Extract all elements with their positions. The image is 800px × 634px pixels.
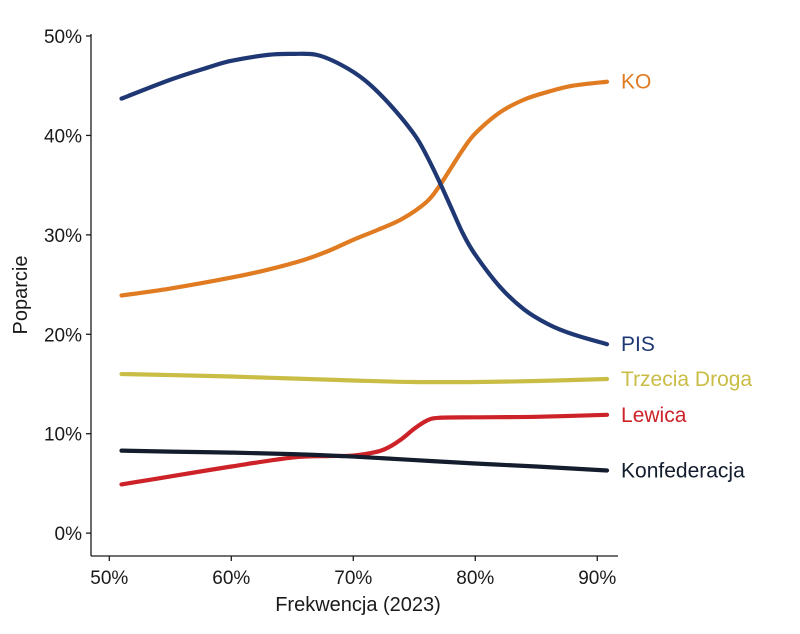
series-lines <box>119 51 610 487</box>
x-tick-label: 60% <box>212 568 250 589</box>
y-tick-label: 0% <box>55 524 83 545</box>
x-tick-label: 50% <box>90 568 128 589</box>
series-label-lewica: Lewica <box>621 404 687 427</box>
series-labels: KO PIS Trzecia Droga Lewica Konfederacja <box>621 71 752 483</box>
y-tick-label: 50% <box>44 27 82 48</box>
series-label-pis: PIS <box>621 333 655 356</box>
y-tick-label: 20% <box>44 325 82 346</box>
series-label-konfederacja: Konfederacja <box>621 459 745 482</box>
series-line-konfederacja <box>119 448 610 473</box>
series-line-ko <box>119 79 610 298</box>
plot-area: 0% 10% 20% 30% 40% 50% 50% 60% 70% 80% 90% KO PIS T… <box>44 27 752 589</box>
series-line-pis <box>119 51 610 347</box>
y-tick-label: 30% <box>44 226 82 247</box>
x-axis-title: Frekwencja (2023) <box>275 594 441 616</box>
x-tick-label: 70% <box>334 568 372 589</box>
series-line-trzecia-droga <box>119 371 610 385</box>
series-label-trzecia-droga: Trzecia Droga <box>621 368 752 391</box>
y-tick-label: 40% <box>44 126 82 147</box>
y-axis-title: Poparcie <box>10 256 32 335</box>
y-axis-ticks: 0% 10% 20% 30% 40% 50% <box>44 27 91 545</box>
series-label-ko: KO <box>621 71 651 94</box>
x-tick-label: 90% <box>578 568 616 589</box>
x-tick-label: 80% <box>456 568 494 589</box>
x-axis-ticks: 50% 60% 70% 80% 90% <box>90 556 616 589</box>
series-line-lewica <box>119 412 610 487</box>
y-tick-label: 10% <box>44 425 82 446</box>
